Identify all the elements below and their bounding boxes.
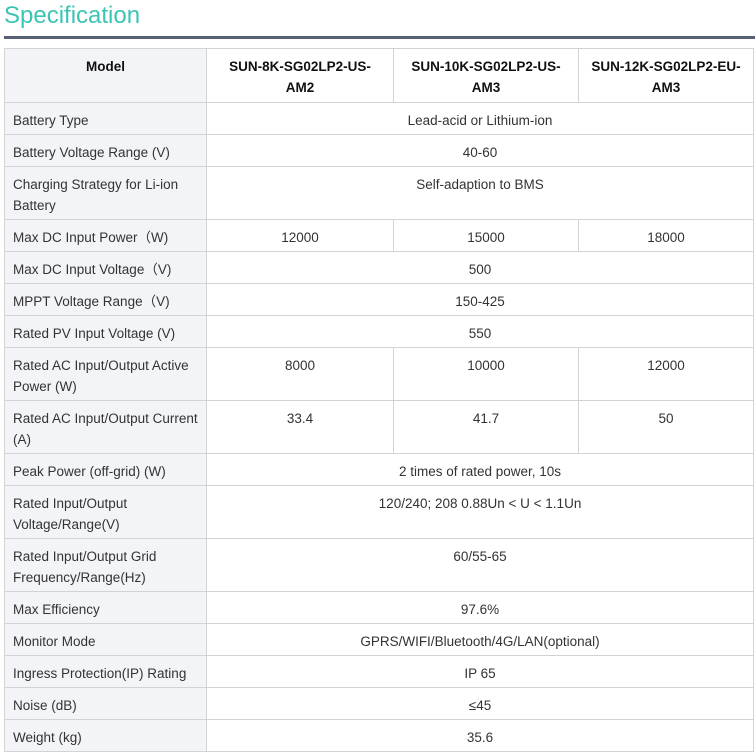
row-label: Charging Strategy for Li-ion Battery (4, 166, 207, 220)
header-model: Model (4, 48, 207, 103)
table-row: Rated Input/Output Grid Frequency/Range(… (4, 538, 754, 592)
row-value: 35.6 (206, 719, 754, 752)
row-label: Rated PV Input Voltage (V) (4, 315, 207, 348)
row-value: 2 times of rated power, 10s (206, 453, 754, 486)
row-label: Max DC Input Voltage（V) (4, 251, 207, 284)
table-row: Battery Voltage Range (V) 40-60 (4, 134, 754, 167)
specification-table: Model SUN-8K-SG02LP2-US-AM2 SUN-10K-SG02… (4, 48, 754, 752)
table-row: Rated AC Input/Output Active Power (W) 80… (4, 347, 754, 401)
row-value: 150-425 (206, 283, 754, 316)
row-value: 41.7 (393, 400, 579, 454)
row-value: 10000 (393, 347, 579, 401)
header-model-1: SUN-8K-SG02LP2-US-AM2 (206, 48, 394, 103)
row-value: IP 65 (206, 655, 754, 688)
table-header-row: Model SUN-8K-SG02LP2-US-AM2 SUN-10K-SG02… (4, 48, 754, 103)
row-label: Max Efficiency (4, 591, 207, 624)
table-row: Peak Power (off-grid) (W) 2 times of rate… (4, 453, 754, 486)
row-label: Weight (kg) (4, 719, 207, 752)
table-row: Max DC Input Power（W) 12000 15000 18000 (4, 219, 754, 252)
row-value: 12000 (206, 219, 394, 252)
table-row: Battery Type Lead-acid or Lithium-ion (4, 102, 754, 135)
row-label: Battery Type (4, 102, 207, 135)
row-label: Peak Power (off-grid) (W) (4, 453, 207, 486)
row-label: Rated Input/Output Voltage/Range(V) (4, 485, 207, 539)
row-value: 120/240; 208 0.88Un < U < 1.1Un (206, 485, 754, 539)
row-value: 18000 (578, 219, 754, 252)
row-value: 33.4 (206, 400, 394, 454)
table-row: Monitor Mode GPRS/WIFI/Bluetooth/4G/LAN(o… (4, 623, 754, 656)
row-value: 15000 (393, 219, 579, 252)
row-value: ≤45 (206, 687, 754, 720)
page-title: Specification (4, 2, 141, 29)
row-value: Lead-acid or Lithium-ion (206, 102, 754, 135)
row-label: Max DC Input Power（W) (4, 219, 207, 252)
table-row: Rated AC Input/Output Current (A) 33.4 41.… (4, 400, 754, 454)
row-value: 50 (578, 400, 754, 454)
table-row: Ingress Protection(IP) Rating IP 65 (4, 655, 754, 688)
row-value: 97.6% (206, 591, 754, 624)
table-row: Max Efficiency 97.6% (4, 591, 754, 624)
row-value: Self-adaption to BMS (206, 166, 754, 220)
table-row: Weight (kg) 35.6 (4, 719, 754, 752)
title-divider (4, 36, 755, 39)
row-label: MPPT Voltage Range（V) (4, 283, 207, 316)
table-row: Max DC Input Voltage（V) 500 (4, 251, 754, 284)
row-value: 12000 (578, 347, 754, 401)
table-row: MPPT Voltage Range（V) 150-425 (4, 283, 754, 316)
row-label: Rated AC Input/Output Active Power (W) (4, 347, 207, 401)
row-label: Noise (dB) (4, 687, 207, 720)
table-row: Noise (dB) ≤45 (4, 687, 754, 720)
row-label: Ingress Protection(IP) Rating (4, 655, 207, 688)
table-row: Rated PV Input Voltage (V) 550 (4, 315, 754, 348)
row-value: GPRS/WIFI/Bluetooth/4G/LAN(optional) (206, 623, 754, 656)
header-model-2: SUN-10K-SG02LP2-US-AM3 (393, 48, 579, 103)
header-model-3: SUN-12K-SG02LP2-EU-AM3 (578, 48, 754, 103)
row-value: 40-60 (206, 134, 754, 167)
row-label: Rated AC Input/Output Current (A) (4, 400, 207, 454)
table-row: Rated Input/Output Voltage/Range(V) 120/2… (4, 485, 754, 539)
table-row: Charging Strategy for Li-ion Battery Self… (4, 166, 754, 220)
row-value: 550 (206, 315, 754, 348)
row-label: Monitor Mode (4, 623, 207, 656)
row-label: Rated Input/Output Grid Frequency/Range(… (4, 538, 207, 592)
row-value: 500 (206, 251, 754, 284)
row-value: 60/55-65 (206, 538, 754, 592)
row-label: Battery Voltage Range (V) (4, 134, 207, 167)
row-value: 8000 (206, 347, 394, 401)
